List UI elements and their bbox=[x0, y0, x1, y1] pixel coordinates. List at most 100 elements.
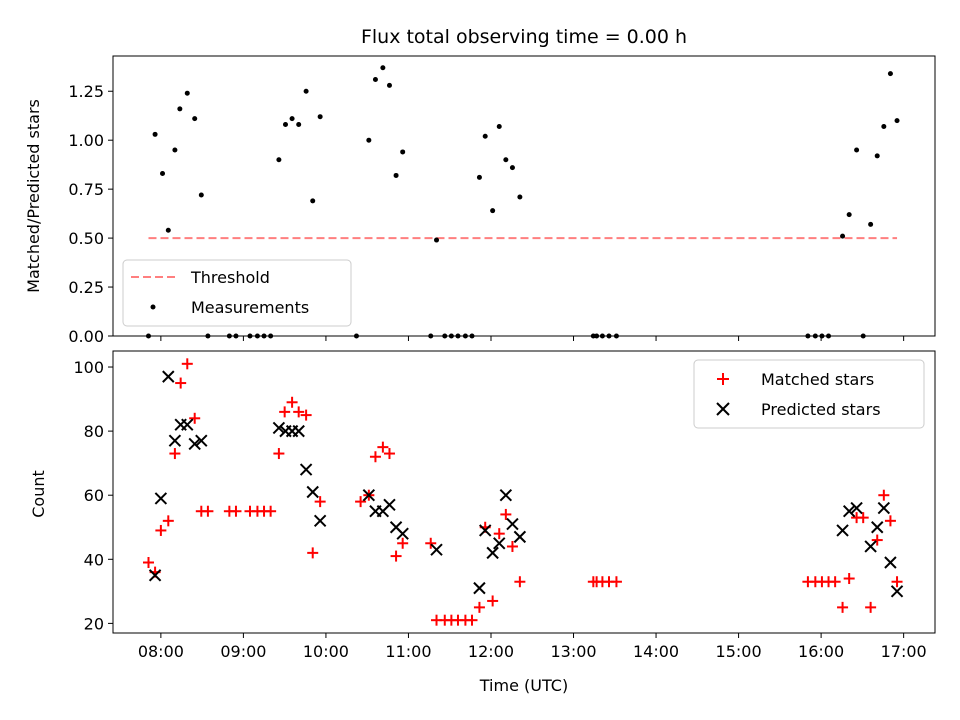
matched-stars-point bbox=[230, 505, 242, 517]
predicted-stars-point bbox=[313, 514, 327, 528]
measurement-point bbox=[152, 131, 158, 137]
bottom-y-tick-label: 80 bbox=[84, 422, 104, 441]
measurement-point bbox=[434, 237, 440, 243]
matched-stars-point bbox=[500, 508, 512, 520]
predicted-stars-point bbox=[473, 581, 486, 595]
matched-stars-point bbox=[189, 412, 201, 424]
matched-stars-point bbox=[473, 601, 485, 613]
top-axes-frame bbox=[112, 55, 936, 337]
bottom-x-tick-label: 10:00 bbox=[303, 642, 349, 661]
predicted-stars-point bbox=[493, 537, 506, 550]
predicted-stars-series bbox=[148, 370, 904, 598]
predicted-stars-point bbox=[292, 424, 305, 438]
bottom-x-tick-label: 17:00 bbox=[881, 642, 927, 661]
predicted-stars-point bbox=[181, 418, 194, 431]
measurement-point bbox=[846, 212, 852, 218]
matched-stars-point bbox=[162, 515, 174, 527]
matched-stars-point bbox=[466, 614, 478, 626]
matched-stars-point bbox=[506, 540, 518, 552]
bottom-x-tick-label: 08:00 bbox=[138, 642, 184, 661]
matched-stars-point bbox=[181, 358, 193, 370]
matched-stars-point bbox=[610, 576, 622, 588]
predicted-stars-point bbox=[850, 501, 863, 515]
matched-stars-point bbox=[273, 448, 285, 460]
top-y-axis-label: Matched/Predicted stars bbox=[24, 99, 43, 293]
measurement-point bbox=[854, 147, 860, 153]
measurement-point bbox=[310, 198, 316, 204]
matched-stars-point bbox=[390, 550, 402, 562]
measurement-points bbox=[145, 65, 900, 339]
predicted-stars-point bbox=[162, 370, 175, 383]
measurement-point bbox=[192, 116, 198, 122]
matched-stars-point bbox=[265, 505, 277, 517]
matched-stars-point bbox=[355, 496, 367, 508]
x-axis-label: Time (UTC) bbox=[479, 676, 568, 695]
measurement-point bbox=[887, 71, 893, 77]
measurement-point bbox=[380, 65, 386, 71]
top-y-tick-label: 0.25 bbox=[68, 278, 104, 297]
measurement-point bbox=[366, 137, 372, 143]
count-panel: Count Time (UTC) 08:00 09:00 10:00 11:00 12:… bbox=[29, 350, 936, 695]
measurement-point bbox=[496, 123, 502, 129]
matched-stars-point bbox=[142, 557, 154, 568]
matched-stars-point bbox=[300, 409, 312, 421]
bottom-x-tick-label: 15:00 bbox=[716, 642, 762, 661]
top-y-tick-label: 0.50 bbox=[68, 229, 104, 248]
matched-stars-point bbox=[377, 441, 389, 453]
measurement-point bbox=[868, 221, 874, 227]
measurement-point bbox=[198, 192, 204, 198]
measurement-point bbox=[490, 208, 496, 214]
measurement-point bbox=[874, 153, 880, 159]
measurement-point bbox=[289, 116, 295, 122]
matched-stars-point bbox=[155, 524, 167, 536]
predicted-stars-point bbox=[513, 530, 527, 544]
bottom-y-tick-label: 40 bbox=[84, 550, 104, 569]
top-legend: Threshold Measurements bbox=[122, 259, 352, 327]
matched-stars-point bbox=[878, 489, 890, 501]
predicted-stars-point bbox=[306, 485, 319, 499]
measurement-point bbox=[503, 157, 509, 163]
measurement-point bbox=[482, 133, 488, 139]
predicted-stars-point bbox=[486, 546, 499, 560]
matched-stars-point bbox=[293, 406, 305, 418]
predicted-stars-point bbox=[877, 501, 891, 515]
predicted-stars-point bbox=[299, 463, 313, 476]
bottom-x-tick-label: 11:00 bbox=[385, 642, 431, 661]
bottom-y-axis-label: Count bbox=[29, 470, 48, 518]
bottom-y-tick-label: 60 bbox=[84, 486, 104, 505]
predicted-stars-point bbox=[884, 556, 897, 569]
legend-measurements-label: Measurements bbox=[191, 298, 309, 317]
matched-stars-point bbox=[843, 573, 855, 585]
matched-stars-point bbox=[369, 451, 381, 463]
measurement-point bbox=[282, 122, 288, 128]
measurement-point bbox=[840, 233, 846, 239]
count-points bbox=[142, 358, 904, 626]
matched-stars-point bbox=[397, 537, 409, 549]
predicted-stars-point bbox=[499, 488, 513, 502]
predicted-stars-point bbox=[168, 434, 182, 447]
measurement-point bbox=[160, 170, 166, 176]
matched-stars-point bbox=[286, 396, 298, 408]
matched-stars-point bbox=[857, 512, 869, 524]
predicted-stars-point bbox=[430, 543, 443, 556]
predicted-stars-point bbox=[148, 569, 162, 582]
bottom-y-tick-label: 20 bbox=[84, 614, 104, 633]
measurement-point bbox=[177, 106, 183, 112]
predicted-stars-point bbox=[864, 540, 877, 553]
top-y-tick-label: 0.75 bbox=[68, 180, 104, 199]
top-y-tick-label: 1.25 bbox=[68, 82, 104, 101]
predicted-stars-point bbox=[890, 585, 904, 598]
bottom-x-tick-label: 16:00 bbox=[798, 642, 844, 661]
predicted-stars-point bbox=[836, 524, 849, 537]
measurement-point bbox=[393, 172, 399, 178]
legend-predicted-swatch bbox=[716, 402, 730, 416]
measurement-point bbox=[296, 122, 302, 128]
measurement-point bbox=[400, 149, 406, 155]
bottom-x-tick-label: 13:00 bbox=[550, 642, 596, 661]
measurement-point bbox=[476, 174, 482, 180]
matched-stars-point bbox=[279, 406, 291, 418]
predicted-stars-point bbox=[188, 437, 201, 451]
predicted-stars-point bbox=[154, 492, 168, 505]
predicted-stars-point bbox=[195, 434, 208, 447]
matched-stars-point bbox=[425, 537, 437, 549]
